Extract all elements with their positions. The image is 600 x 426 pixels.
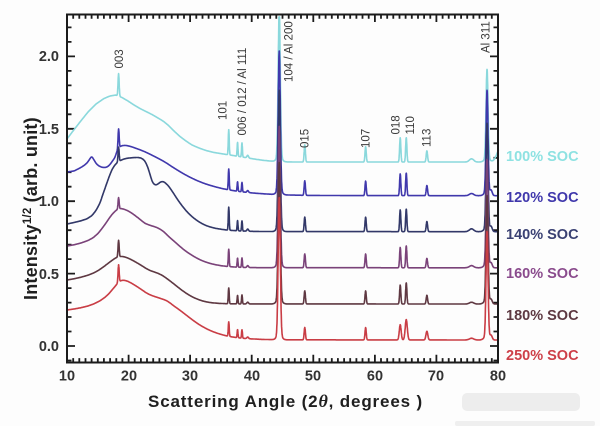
svg-text:140% SOC: 140% SOC bbox=[506, 227, 579, 243]
svg-text:113: 113 bbox=[422, 129, 434, 147]
svg-text:Scattering Angle (2θ, degrees: Scattering Angle (2θ, degrees ) bbox=[148, 391, 423, 411]
svg-text:180% SOC: 180% SOC bbox=[506, 308, 579, 324]
svg-text:120% SOC: 120% SOC bbox=[506, 190, 579, 206]
svg-text:30: 30 bbox=[182, 369, 198, 385]
svg-text:20: 20 bbox=[121, 369, 137, 385]
svg-text:50: 50 bbox=[305, 369, 321, 385]
svg-text:250% SOC: 250% SOC bbox=[506, 348, 579, 364]
svg-text:0.0: 0.0 bbox=[39, 339, 59, 355]
svg-text:60: 60 bbox=[367, 369, 383, 385]
svg-text:110: 110 bbox=[405, 116, 417, 134]
svg-text:1.0: 1.0 bbox=[39, 194, 59, 210]
svg-text:10: 10 bbox=[59, 369, 75, 385]
svg-text:107: 107 bbox=[361, 129, 373, 148]
svg-text:100% SOC: 100% SOC bbox=[506, 149, 579, 165]
svg-text:006 / 012 / Al 111: 006 / 012 / Al 111 bbox=[237, 48, 249, 136]
svg-text:70: 70 bbox=[428, 369, 444, 385]
svg-text:1.5: 1.5 bbox=[39, 122, 59, 138]
svg-text:40: 40 bbox=[244, 369, 260, 385]
svg-text:0.5: 0.5 bbox=[39, 267, 59, 283]
svg-text:2.0: 2.0 bbox=[39, 49, 59, 65]
svg-text:80: 80 bbox=[490, 369, 506, 385]
svg-text:101: 101 bbox=[218, 101, 230, 120]
svg-text:104 / Al 200: 104 / Al 200 bbox=[284, 21, 296, 82]
svg-text:003: 003 bbox=[114, 49, 126, 68]
svg-text:015: 015 bbox=[300, 129, 312, 148]
svg-text:Intensity1/2 (arb. unit): Intensity1/2 (arb. unit) bbox=[21, 117, 41, 300]
svg-text:018: 018 bbox=[391, 115, 403, 134]
svg-text:Al 311: Al 311 bbox=[481, 21, 493, 53]
svg-text:160% SOC: 160% SOC bbox=[506, 266, 579, 282]
